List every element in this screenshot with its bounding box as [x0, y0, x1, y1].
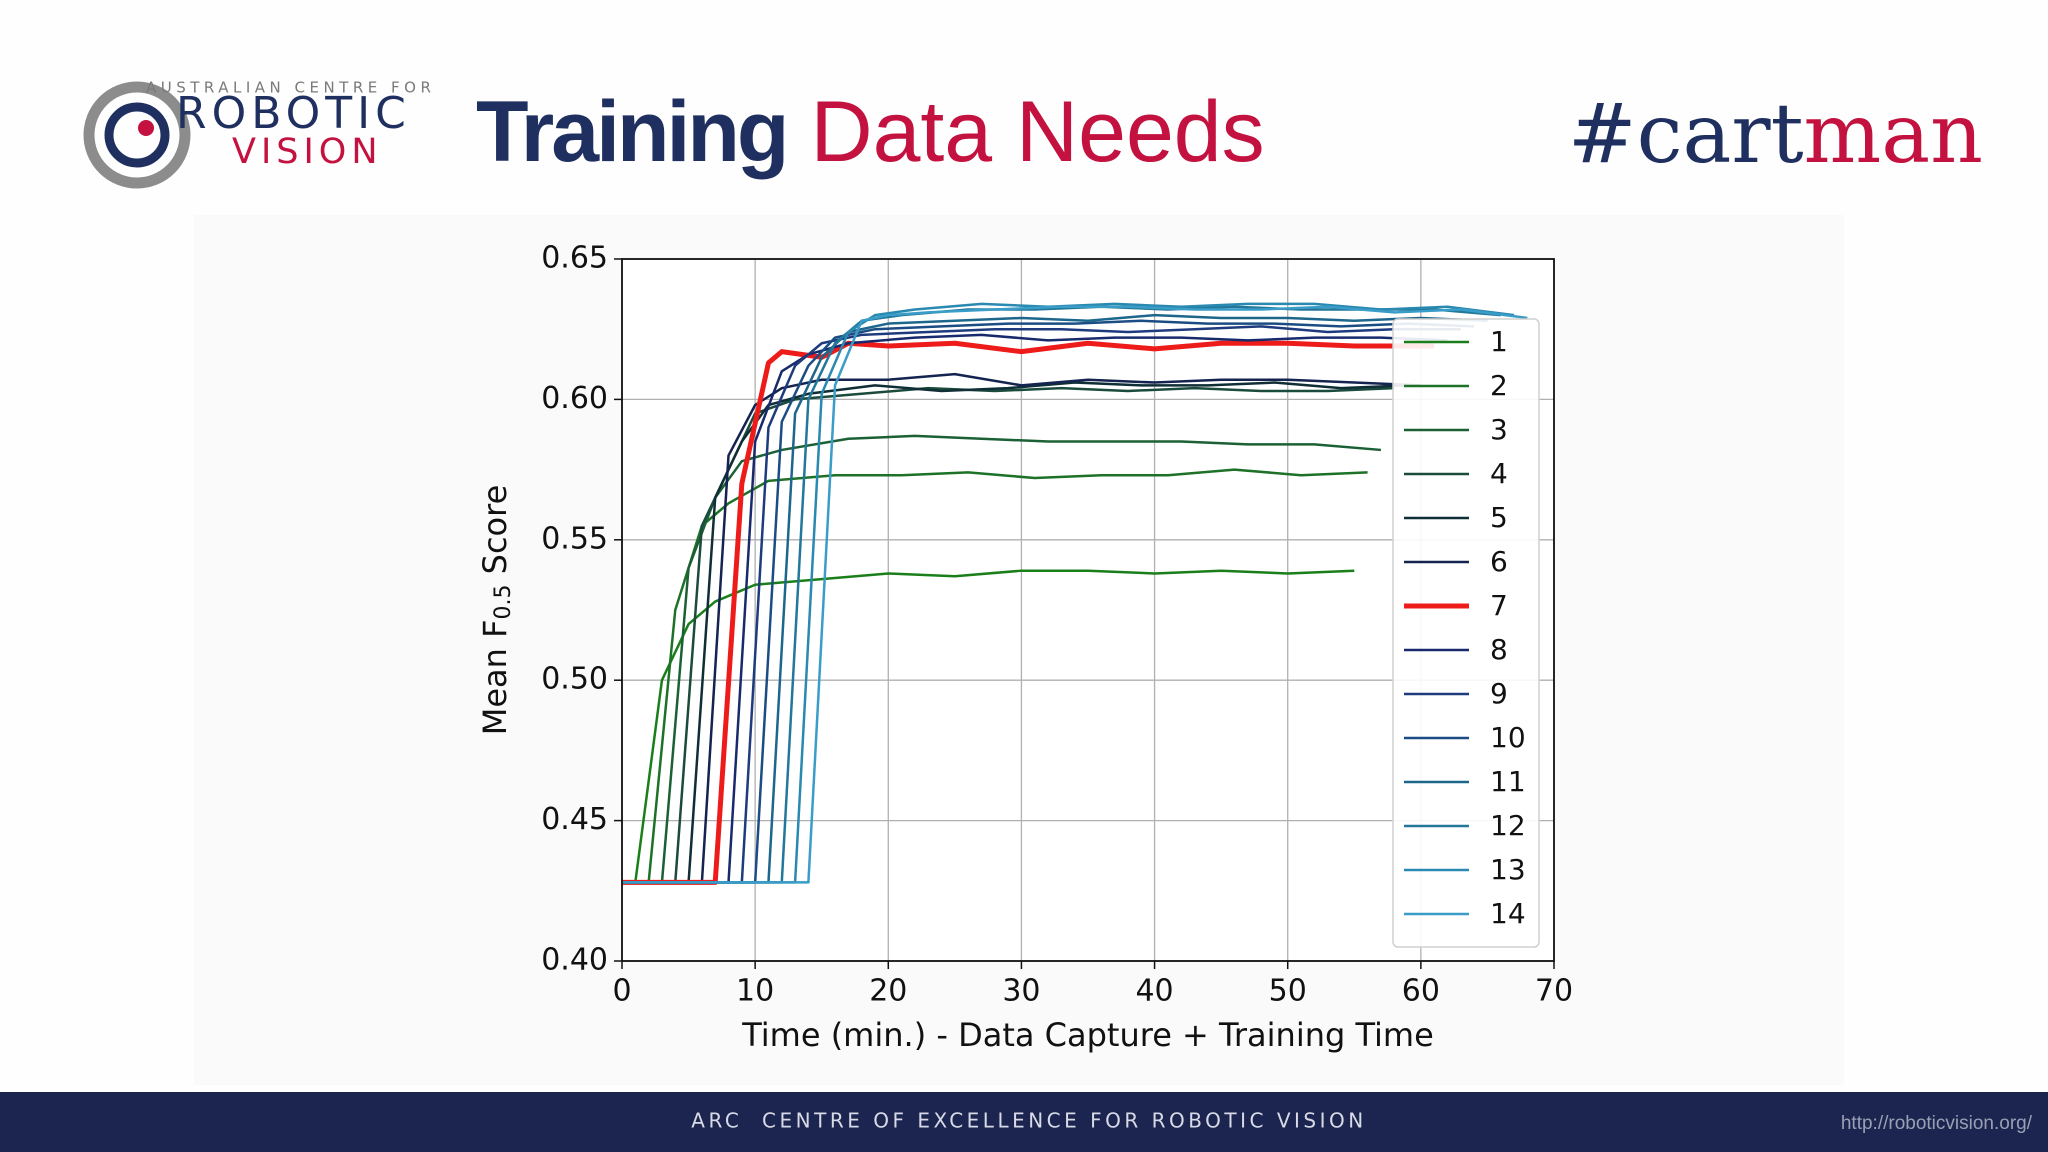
series-line: [622, 333, 1448, 884]
legend-label: 9: [1490, 677, 1508, 710]
hashtag-part: man: [1804, 87, 1983, 182]
legend-label: 7: [1490, 589, 1508, 622]
logo-line2: VISION: [232, 132, 383, 172]
series-line: [622, 372, 1421, 884]
legend-label: 8: [1490, 633, 1508, 666]
legend-label: 14: [1490, 897, 1526, 930]
legend-label: 11: [1490, 765, 1526, 798]
series-line: [622, 313, 1488, 884]
x-tick-label: 30: [1002, 974, 1040, 1009]
series-line: [622, 319, 1475, 884]
x-tick-label: 40: [1135, 974, 1173, 1009]
series-line: [622, 340, 1435, 885]
series-line: [622, 381, 1408, 884]
footer-text: ARC CENTRE OF EXCELLENCE FOR ROBOTIC VIS…: [691, 1109, 1366, 1133]
x-tick-label: 60: [1402, 974, 1440, 1009]
y-tick-label: 0.50: [541, 662, 608, 697]
hashtag: #cartman: [1568, 87, 1983, 182]
legend-label: 5: [1490, 501, 1508, 534]
logo-top: AUSTRALIAN CENTRE FOR: [146, 79, 435, 97]
x-axis-label: Time (min.) - Data Capture + Training Ti…: [741, 1016, 1434, 1054]
y-axis-label: Mean F0.5 Score: [476, 485, 516, 736]
y-tick-label: 0.45: [541, 802, 608, 837]
legend-label: 6: [1490, 545, 1508, 578]
logo-ring-outer: [83, 81, 191, 189]
logo-dot: [138, 120, 154, 136]
plot-frame: [621, 258, 1555, 962]
y-tick-label: 0.55: [541, 521, 608, 556]
legend-box: [1392, 318, 1540, 948]
y-axis-label-part: Mean F: [476, 620, 514, 736]
title-part: Data Needs: [810, 84, 1264, 180]
y-tick-label: 0.60: [541, 381, 608, 416]
hashtag-part: #cart: [1568, 87, 1804, 182]
footer-band: [0, 1092, 2048, 1152]
legend-label: 1: [1490, 325, 1508, 358]
x-tick-label: 50: [1269, 974, 1307, 1009]
legend-label: 2: [1490, 369, 1508, 402]
slide-title: Training Data Needs: [476, 84, 1265, 180]
legend-label: 10: [1490, 721, 1526, 754]
x-tick-label: 20: [869, 974, 907, 1009]
logo: AUSTRALIAN CENTRE FOR ROBOTIC VISION: [83, 79, 435, 189]
legend-label: 4: [1490, 457, 1508, 490]
y-axis-label-part: 0.5: [491, 585, 516, 620]
footer-url: http://roboticvision.org/: [1841, 1113, 2033, 1134]
logo-line1: ROBOTIC: [176, 88, 411, 139]
y-tick-label: 0.65: [541, 241, 608, 276]
title-part: Training: [476, 84, 786, 180]
legend-label: 13: [1490, 853, 1526, 886]
chart: 0 10 20 30 40 50 60 700.400.450.500.550.600.65T…: [476, 241, 1573, 1055]
y-axis-label-part: Score: [476, 485, 514, 585]
series-line: [622, 386, 1395, 884]
series-line: [622, 468, 1368, 884]
legend-label: 12: [1490, 809, 1526, 842]
legend-label: 3: [1490, 413, 1508, 446]
x-tick-label: 0: [612, 974, 631, 1009]
series-line: [622, 434, 1382, 884]
logo-ring-inner: [104, 102, 170, 168]
series-line: [622, 305, 1528, 884]
y-tick-label: 0.40: [541, 943, 608, 978]
series-line: [622, 325, 1461, 884]
series-line: [622, 305, 1501, 884]
x-tick-label: 10: [736, 974, 774, 1009]
x-tick-label: 70: [1535, 974, 1573, 1009]
